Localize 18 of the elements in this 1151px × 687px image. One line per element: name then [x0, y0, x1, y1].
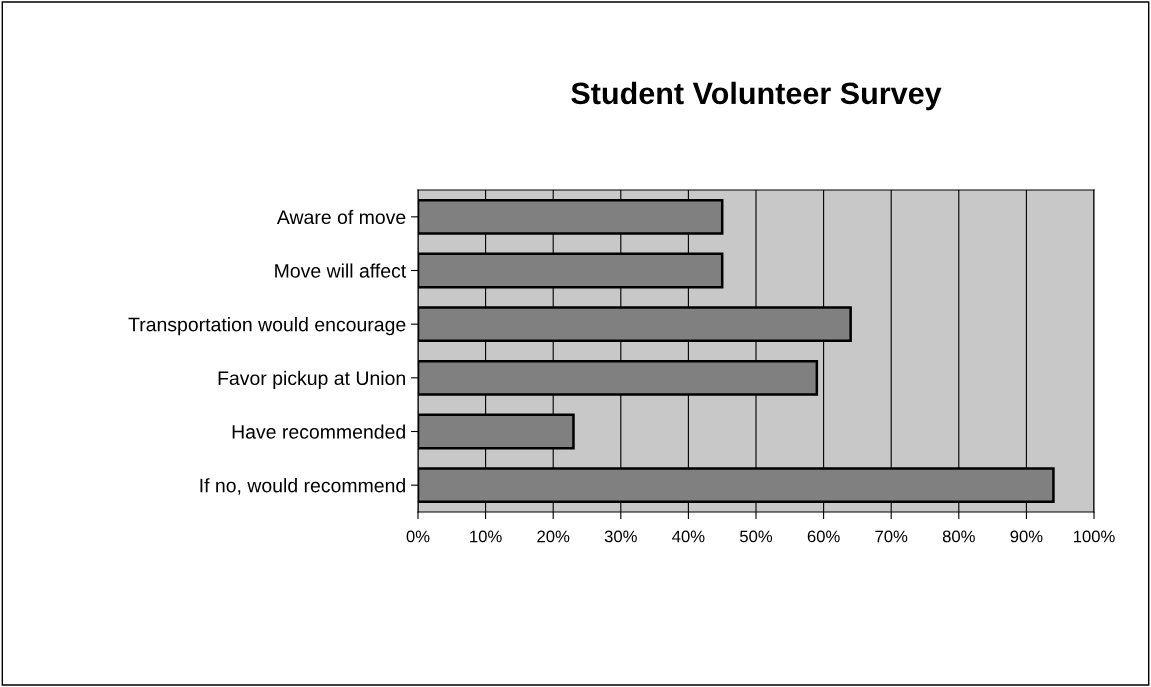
y-tick-label: Aware of move	[276, 209, 406, 225]
x-tick-label: 80%	[942, 530, 975, 543]
y-tick-label: Transportation would encourage	[128, 317, 406, 336]
y-tick-label: Move will affect	[275, 263, 407, 278]
x-tick-label: 90%	[1010, 530, 1043, 543]
y-tick-label: If no, would recommend	[200, 478, 405, 495]
y-tick-label: Favor pickup at Union	[218, 370, 405, 389]
x-tick-label: 100%	[1073, 530, 1115, 543]
chart-title: Student Volunteer Survey	[571, 81, 942, 111]
x-tick-label: 0%	[406, 530, 430, 543]
x-tick-label: 70%	[875, 530, 908, 543]
x-tick-label: 10%	[470, 530, 502, 543]
x-tick-label: 20%	[537, 530, 570, 543]
x-tick-label: 50%	[739, 530, 773, 543]
x-tick-label: 30%	[604, 530, 637, 543]
x-tick-label: 60%	[807, 530, 840, 543]
x-tick-label: 40%	[672, 530, 705, 543]
y-tick-label: Have recommended	[232, 424, 405, 439]
